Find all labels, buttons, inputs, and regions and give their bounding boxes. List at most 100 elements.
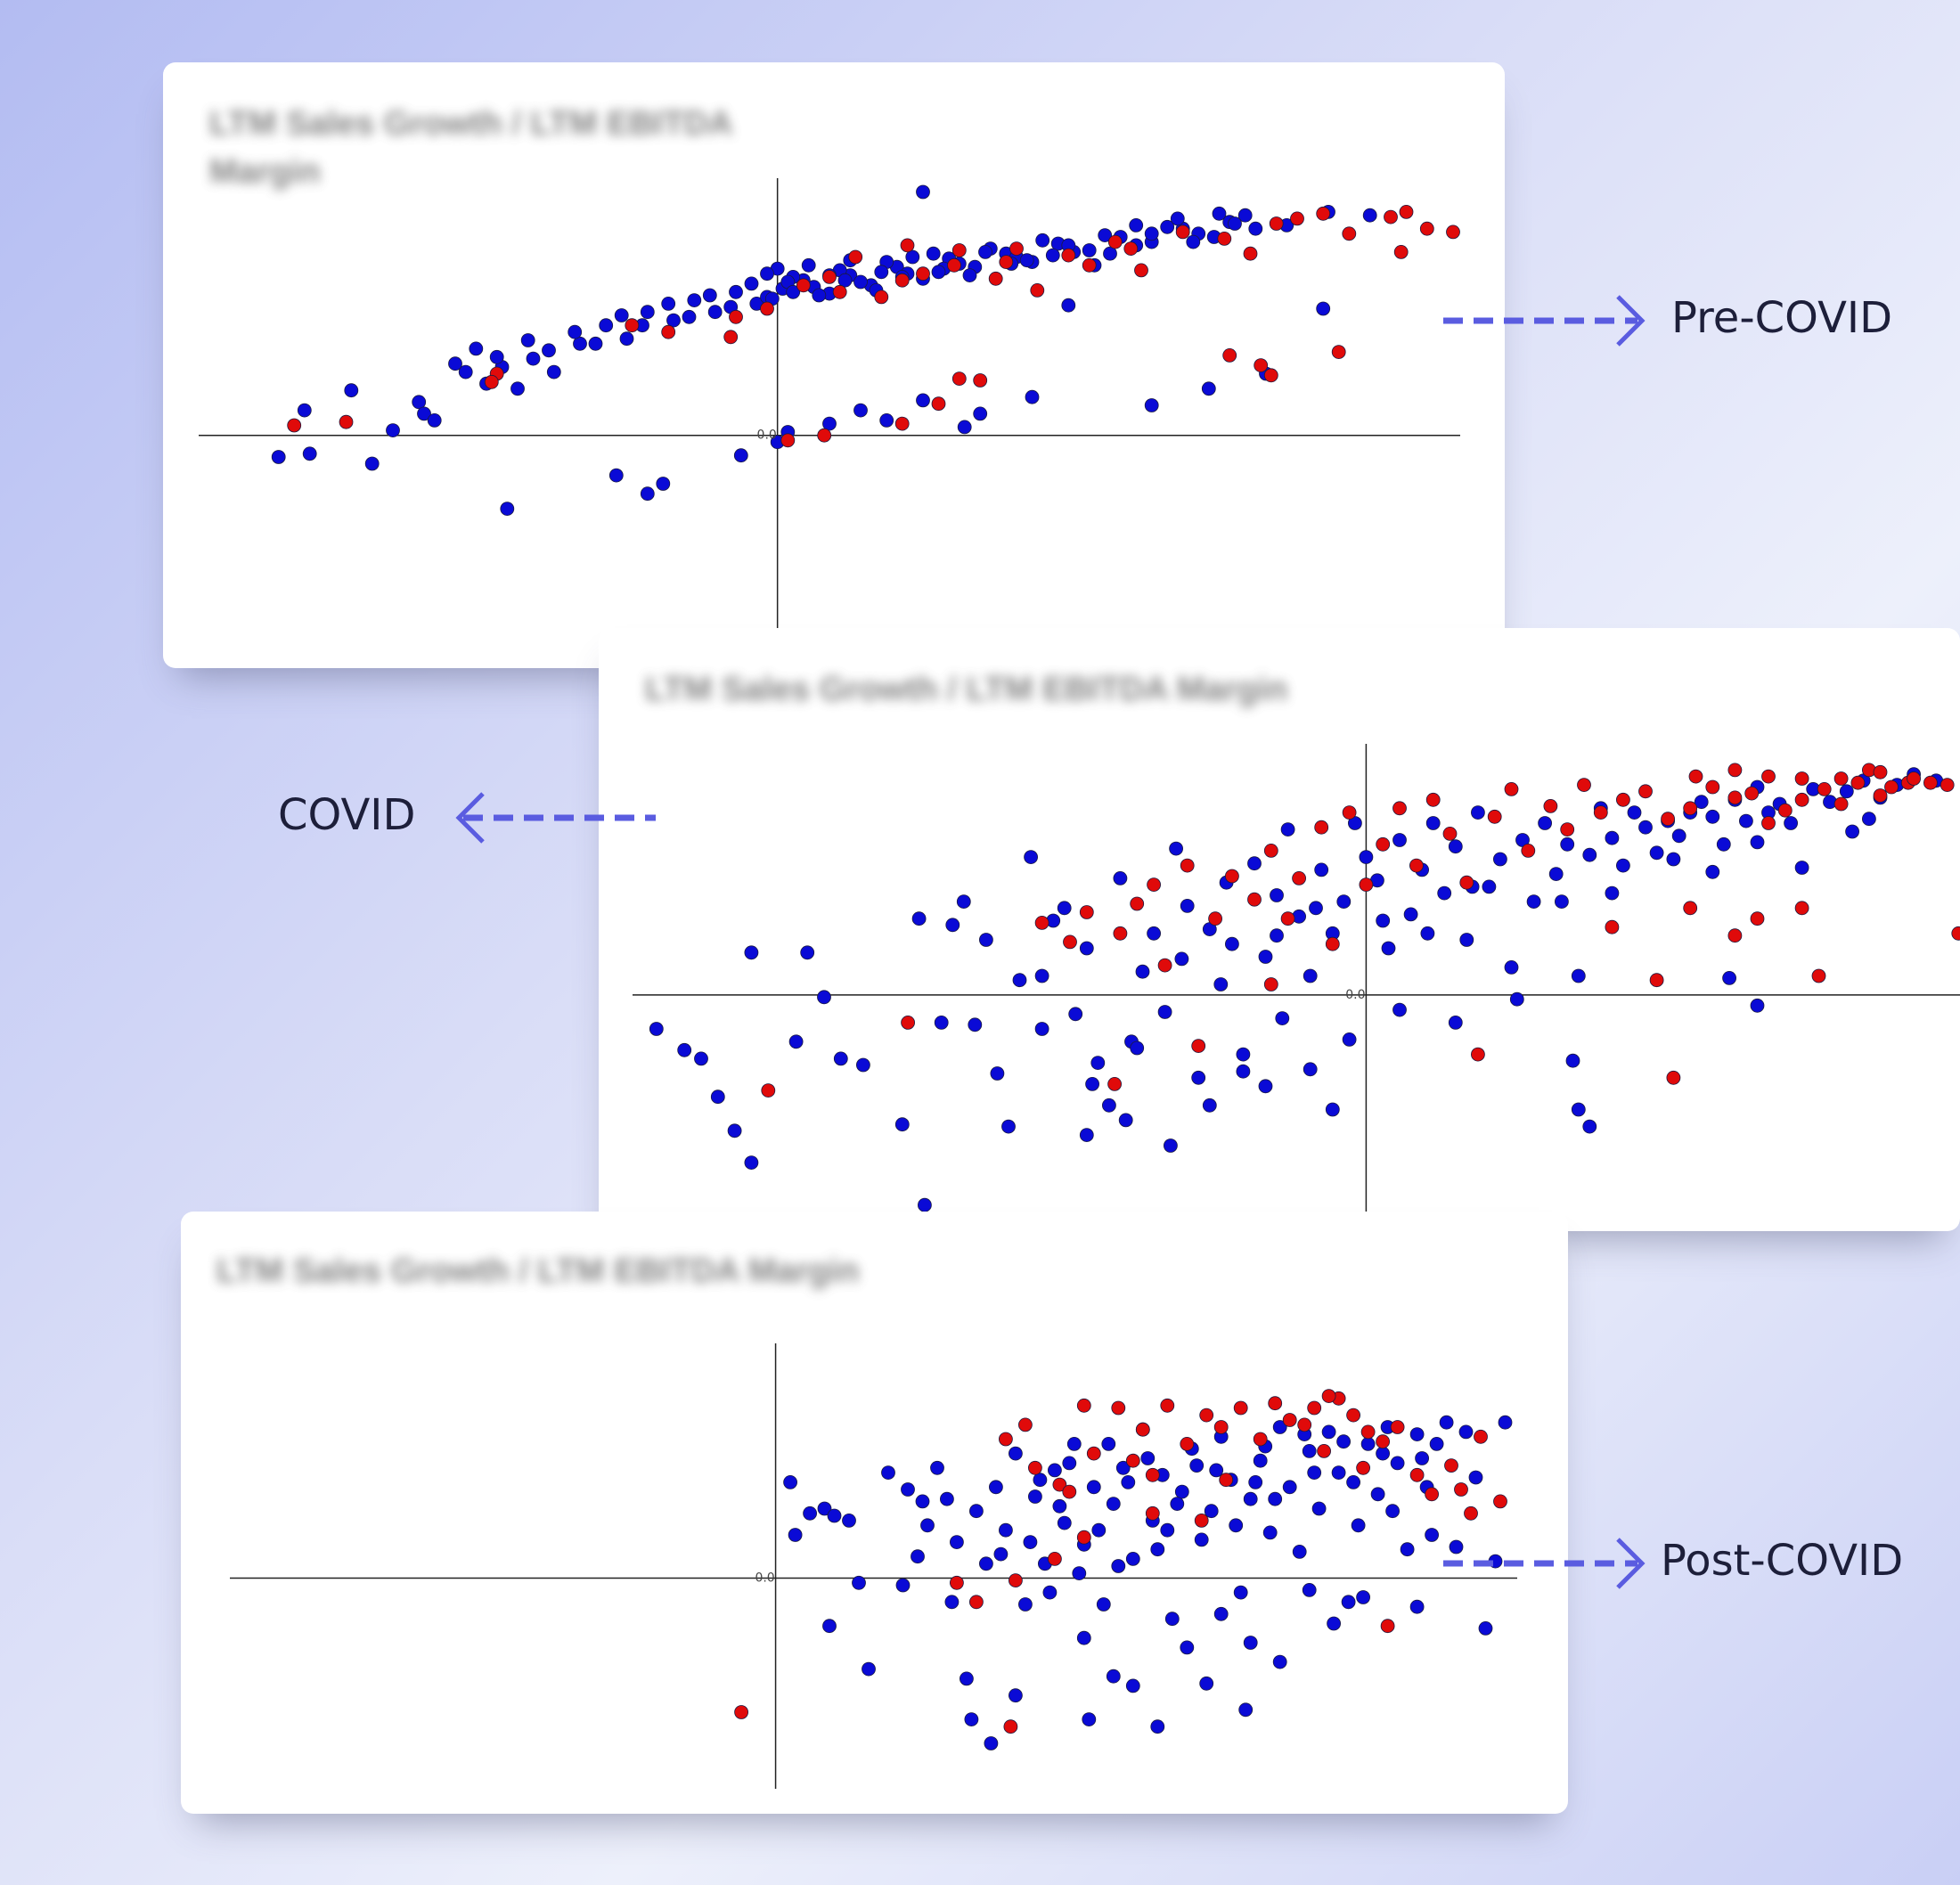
- data-point: [734, 1705, 748, 1719]
- data-point: [1268, 1396, 1283, 1411]
- data-point: [1845, 824, 1859, 839]
- data-point: [1057, 1515, 1072, 1530]
- data-point: [1415, 1451, 1429, 1465]
- data-point: [1082, 243, 1097, 257]
- data-point: [1409, 1599, 1425, 1614]
- data-point: [1079, 941, 1094, 956]
- data-point: [733, 448, 748, 463]
- data-point: [1150, 1719, 1165, 1734]
- data-point: [817, 428, 832, 443]
- data-point: [661, 296, 676, 311]
- data-point: [1145, 1506, 1160, 1521]
- data-point: [1487, 809, 1502, 824]
- data-point: [1794, 771, 1809, 786]
- scatter-svg: 0.0: [230, 1343, 1517, 1789]
- data-point: [1189, 1458, 1205, 1473]
- data-point: [1233, 1585, 1248, 1600]
- data-point: [1012, 973, 1027, 988]
- data-point: [1449, 1539, 1464, 1555]
- data-point: [1907, 771, 1921, 786]
- data-point: [729, 284, 743, 299]
- data-point: [894, 273, 910, 288]
- data-point: [1390, 1456, 1405, 1471]
- data-point: [1376, 1434, 1390, 1449]
- data-point: [1253, 1453, 1268, 1468]
- data-point: [1145, 1467, 1160, 1482]
- data-point: [1331, 345, 1346, 360]
- data-point: [1243, 246, 1258, 261]
- data-point: [1098, 228, 1113, 242]
- data-point: [1225, 869, 1239, 884]
- data-point: [1331, 1465, 1346, 1481]
- data-point: [1504, 782, 1519, 796]
- data-point: [1577, 778, 1591, 792]
- data-point: [1164, 1612, 1180, 1627]
- data-point: [934, 1015, 949, 1030]
- data-point: [1727, 928, 1743, 943]
- data-point: [931, 396, 946, 412]
- data-point: [895, 1578, 911, 1593]
- data-point: [950, 1575, 964, 1590]
- data-point: [729, 309, 743, 324]
- data-point: [1066, 1437, 1082, 1451]
- data-point: [1493, 1494, 1507, 1509]
- data-point: [1321, 1424, 1336, 1440]
- data-point: [1282, 1413, 1297, 1427]
- data-point: [1794, 861, 1809, 875]
- data-point: [1385, 1504, 1400, 1519]
- data-point: [1212, 206, 1227, 221]
- data-point: [1777, 803, 1793, 818]
- data-point: [1538, 816, 1552, 830]
- data-point: [827, 1508, 842, 1523]
- data-point: [271, 450, 286, 464]
- data-point: [619, 331, 634, 347]
- callout-label-post-covid: Post-COVID: [1661, 1536, 1904, 1586]
- data-point: [1705, 864, 1720, 879]
- data-point: [1009, 1446, 1023, 1461]
- data-point: [1204, 1504, 1219, 1519]
- data-point: [489, 349, 504, 364]
- data-point: [926, 246, 941, 261]
- data-point: [1325, 936, 1340, 951]
- data-point: [1121, 1474, 1136, 1489]
- data-point: [853, 274, 868, 290]
- data-point: [879, 412, 894, 428]
- data-point: [1125, 1453, 1140, 1468]
- data-point: [1425, 1487, 1439, 1502]
- data-point: [874, 290, 889, 305]
- data-point: [1392, 1002, 1407, 1017]
- data-point: [1649, 973, 1664, 988]
- data-point: [957, 420, 972, 435]
- data-point: [1096, 1597, 1111, 1612]
- data-point: [1833, 796, 1849, 812]
- data-point: [1280, 822, 1295, 836]
- callout-covid: COVID: [276, 782, 659, 853]
- data-point: [1225, 936, 1239, 951]
- chart-title: LTM Sales Growth / LTM EBITDA Margin: [209, 105, 732, 191]
- data-point: [1103, 246, 1117, 261]
- data-point: [1082, 1712, 1097, 1727]
- data-point: [1839, 784, 1854, 799]
- data-point: [1213, 1420, 1229, 1434]
- data-point: [1222, 347, 1237, 363]
- data-point: [999, 1522, 1013, 1538]
- data-point: [1833, 771, 1849, 786]
- data-point: [1493, 852, 1507, 867]
- data-point: [1381, 941, 1396, 956]
- data-point: [1129, 218, 1144, 233]
- data-point: [1262, 1525, 1278, 1540]
- data-point: [1309, 901, 1323, 916]
- data-point: [1275, 1011, 1290, 1026]
- data-point: [1593, 805, 1608, 820]
- data-point: [1302, 1582, 1317, 1597]
- data-point: [915, 1494, 930, 1509]
- data-point: [1420, 926, 1435, 941]
- data-point: [1616, 792, 1630, 807]
- data-point: [1253, 1432, 1268, 1447]
- data-point: [1085, 1076, 1099, 1091]
- data-point: [1076, 1530, 1091, 1545]
- data-point: [1169, 841, 1183, 856]
- data-point: [1384, 209, 1398, 224]
- data-point: [1526, 894, 1541, 910]
- data-point: [1560, 822, 1575, 836]
